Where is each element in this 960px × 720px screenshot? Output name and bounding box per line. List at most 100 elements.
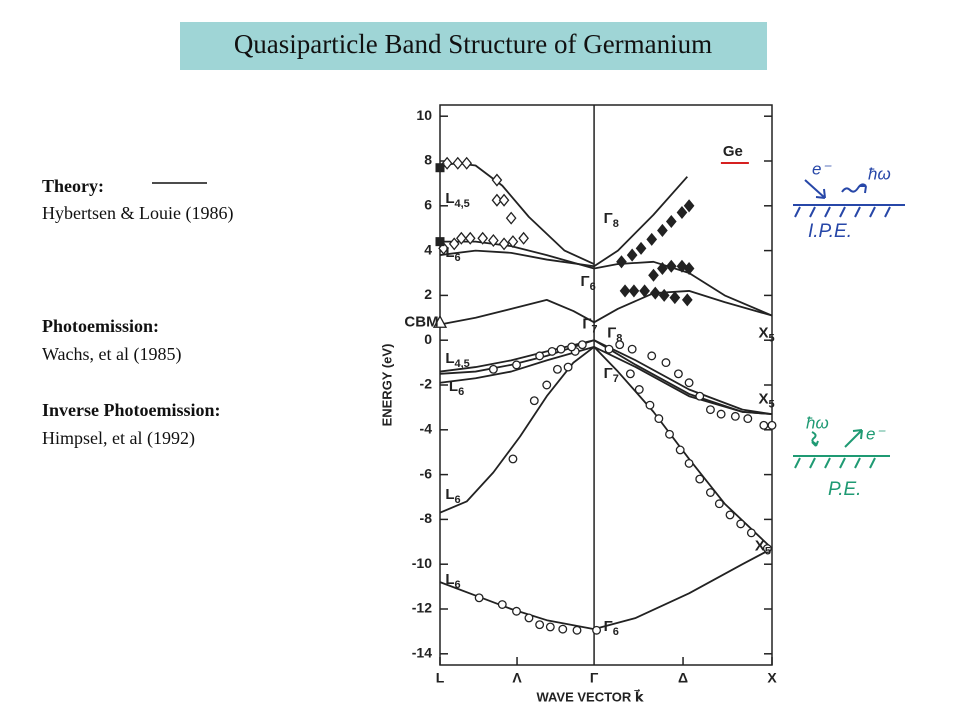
data-point xyxy=(464,231,476,245)
band-label: X5 xyxy=(758,391,774,411)
band-label-sub: 4,5 xyxy=(455,358,470,370)
band-curve xyxy=(439,346,773,550)
pe-electron: e⁻ xyxy=(866,424,886,443)
pe-ref: Wachs, et al (1985) xyxy=(42,344,182,365)
band-label-main: L xyxy=(445,571,454,588)
data-point xyxy=(498,237,510,251)
pe-photon: ħω xyxy=(806,413,829,432)
band-label: CBM xyxy=(404,313,438,330)
band-label-main: Γ xyxy=(581,273,590,290)
band-label-main: Γ xyxy=(582,315,591,332)
ipe-electron: e⁻ xyxy=(812,159,832,178)
pe-electron-arrow xyxy=(844,429,863,448)
data-point xyxy=(441,156,453,170)
band-label-main: CBM xyxy=(404,313,438,330)
data-point xyxy=(452,156,464,170)
x-tick-label: X xyxy=(767,670,777,686)
data-point xyxy=(695,391,705,401)
band-curve xyxy=(439,290,773,326)
data-point xyxy=(676,205,688,220)
data-point xyxy=(507,235,519,249)
data-point xyxy=(547,346,557,356)
data-point xyxy=(563,362,573,372)
band-curve xyxy=(439,346,773,416)
data-point xyxy=(625,369,635,379)
band-label-sub: 6 xyxy=(455,579,461,591)
data-point xyxy=(681,293,693,307)
band-label: Γ8 xyxy=(607,324,622,344)
data-point xyxy=(535,620,545,630)
data-point xyxy=(616,255,627,269)
data-point xyxy=(746,528,756,538)
y-axis-title: ENERGY (eV) xyxy=(379,344,394,427)
data-point xyxy=(695,474,705,484)
band-curve xyxy=(439,162,595,265)
data-point xyxy=(529,396,539,406)
ipe-label: Inverse Photoemission: xyxy=(42,400,221,420)
y-tick-label: -2 xyxy=(420,376,433,392)
data-point xyxy=(658,288,670,302)
data-point xyxy=(518,231,529,245)
band-label-main: L xyxy=(449,378,458,395)
band-label-sub: 6 xyxy=(590,281,596,293)
theory-label: Theory: xyxy=(42,176,104,196)
data-point xyxy=(448,237,460,251)
ipe-electron-arrow xyxy=(804,179,826,199)
ipe-photon-arrow xyxy=(841,183,867,194)
title-box xyxy=(180,22,767,70)
data-point xyxy=(661,358,671,368)
ipe-surface xyxy=(793,204,905,218)
data-point xyxy=(669,291,681,305)
data-point xyxy=(474,593,484,603)
data-point xyxy=(725,510,735,520)
data-point xyxy=(665,214,677,229)
data-point xyxy=(705,488,715,497)
y-tick-label: -8 xyxy=(420,510,433,526)
band-label-sub: 8 xyxy=(613,218,619,230)
data-point xyxy=(665,429,674,439)
data-point xyxy=(654,414,664,424)
band-label: L4,5 xyxy=(445,350,469,370)
data-point xyxy=(435,237,445,247)
data-point xyxy=(498,193,510,207)
band-label-main: Γ xyxy=(604,365,613,382)
ipe-ref: Himpsel, et al (1992) xyxy=(42,428,195,449)
data-point xyxy=(673,369,683,379)
band-label-sub: 4,5 xyxy=(455,198,470,210)
data-point xyxy=(542,380,552,390)
data-point xyxy=(592,625,602,635)
data-point xyxy=(524,613,534,623)
plot-frame xyxy=(439,104,773,666)
band-label-main: Γ xyxy=(607,324,616,341)
data-point xyxy=(545,622,555,632)
data-point xyxy=(648,268,659,282)
band-label: L6 xyxy=(445,244,460,264)
data-point xyxy=(552,364,562,374)
data-point xyxy=(743,414,753,424)
y-tick-label: 6 xyxy=(424,197,432,213)
data-point xyxy=(491,193,503,207)
band-label-main: L xyxy=(445,190,454,207)
x-tick-label: Γ xyxy=(590,670,599,686)
y-tick-label: -6 xyxy=(420,465,433,481)
data-point xyxy=(477,231,489,245)
band-label-sub: 7 xyxy=(591,323,597,335)
band-label-sub: 6 xyxy=(455,252,461,264)
data-point xyxy=(665,259,677,273)
band-label: X5 xyxy=(758,324,774,344)
data-point xyxy=(461,156,473,170)
data-point xyxy=(649,286,661,300)
band-label-main: X xyxy=(758,324,768,341)
data-point xyxy=(512,606,521,616)
band-label-main: L xyxy=(445,486,454,503)
data-point xyxy=(627,344,637,354)
data-point xyxy=(716,409,726,419)
band-label-sub: 8 xyxy=(616,332,622,344)
data-point xyxy=(675,445,685,455)
y-tick-label: 8 xyxy=(424,152,432,168)
band-label: L6 xyxy=(449,378,464,398)
data-point xyxy=(512,360,521,370)
band-label-main: Ge xyxy=(723,143,743,160)
data-point xyxy=(435,163,445,173)
